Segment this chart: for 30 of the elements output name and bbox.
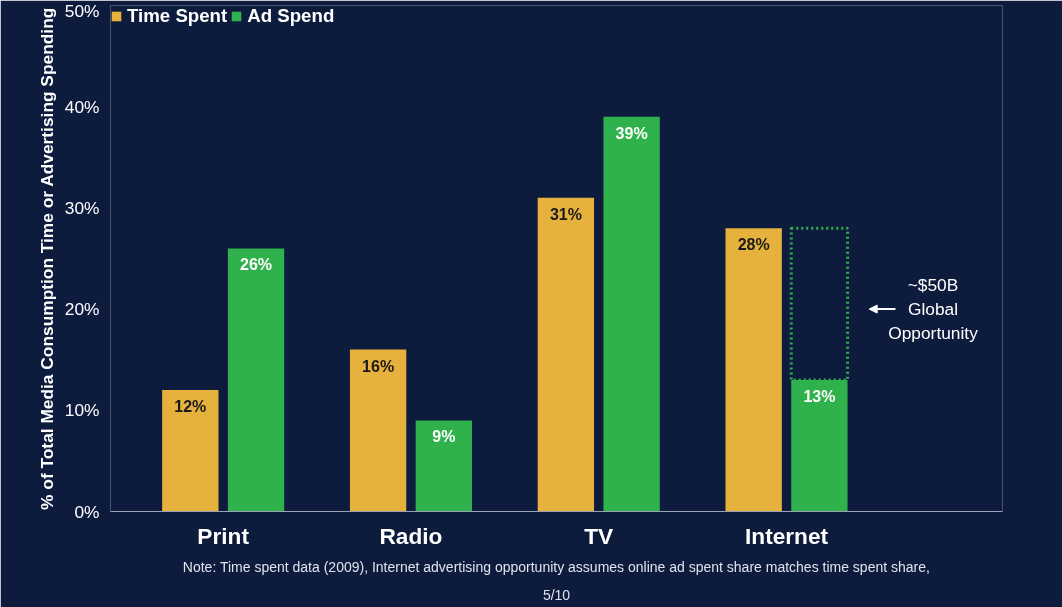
bar	[725, 228, 782, 512]
text: Note: Time spent data (2009), Internet advertising opportunity assumes online ad spent share matches time spent share, 5/10	[182, 558, 930, 603]
legend-label: Time Spent	[127, 5, 228, 27]
y-axis-title: % of Total Media Consumption Time or Advertising Spending	[36, 7, 57, 510]
y-tick-label: 20%	[64, 299, 100, 320]
data-label: 16%	[362, 357, 395, 375]
bar	[603, 116, 660, 512]
x-tick-label: Print	[197, 522, 250, 549]
y-tick-label: 0%	[74, 501, 100, 522]
x-tick-label: TV	[584, 522, 614, 549]
bar	[162, 390, 219, 512]
data-label: 12%	[174, 398, 207, 416]
y-tick-label: 10%	[64, 400, 100, 421]
legend-label: Ad Spend	[247, 5, 335, 27]
annotation: ~$50B Global Opportunity	[888, 275, 979, 344]
bar	[415, 420, 472, 512]
x-tick-label: Internet	[745, 522, 829, 549]
bar	[349, 349, 407, 512]
data-label: 28%	[737, 236, 770, 254]
data-label: 39%	[615, 124, 648, 142]
y-tick-label: 50%	[64, 0, 100, 21]
bar	[227, 248, 285, 512]
x-tick-label: Radio	[379, 522, 443, 549]
data-label: 9%	[432, 428, 456, 446]
data-label: 31%	[549, 205, 582, 223]
data-label: 26%	[240, 256, 273, 274]
data-label: 13%	[803, 387, 836, 405]
y-tick-label: 40%	[64, 96, 100, 117]
y-tick-label: 30%	[64, 197, 100, 218]
bar	[537, 197, 595, 512]
